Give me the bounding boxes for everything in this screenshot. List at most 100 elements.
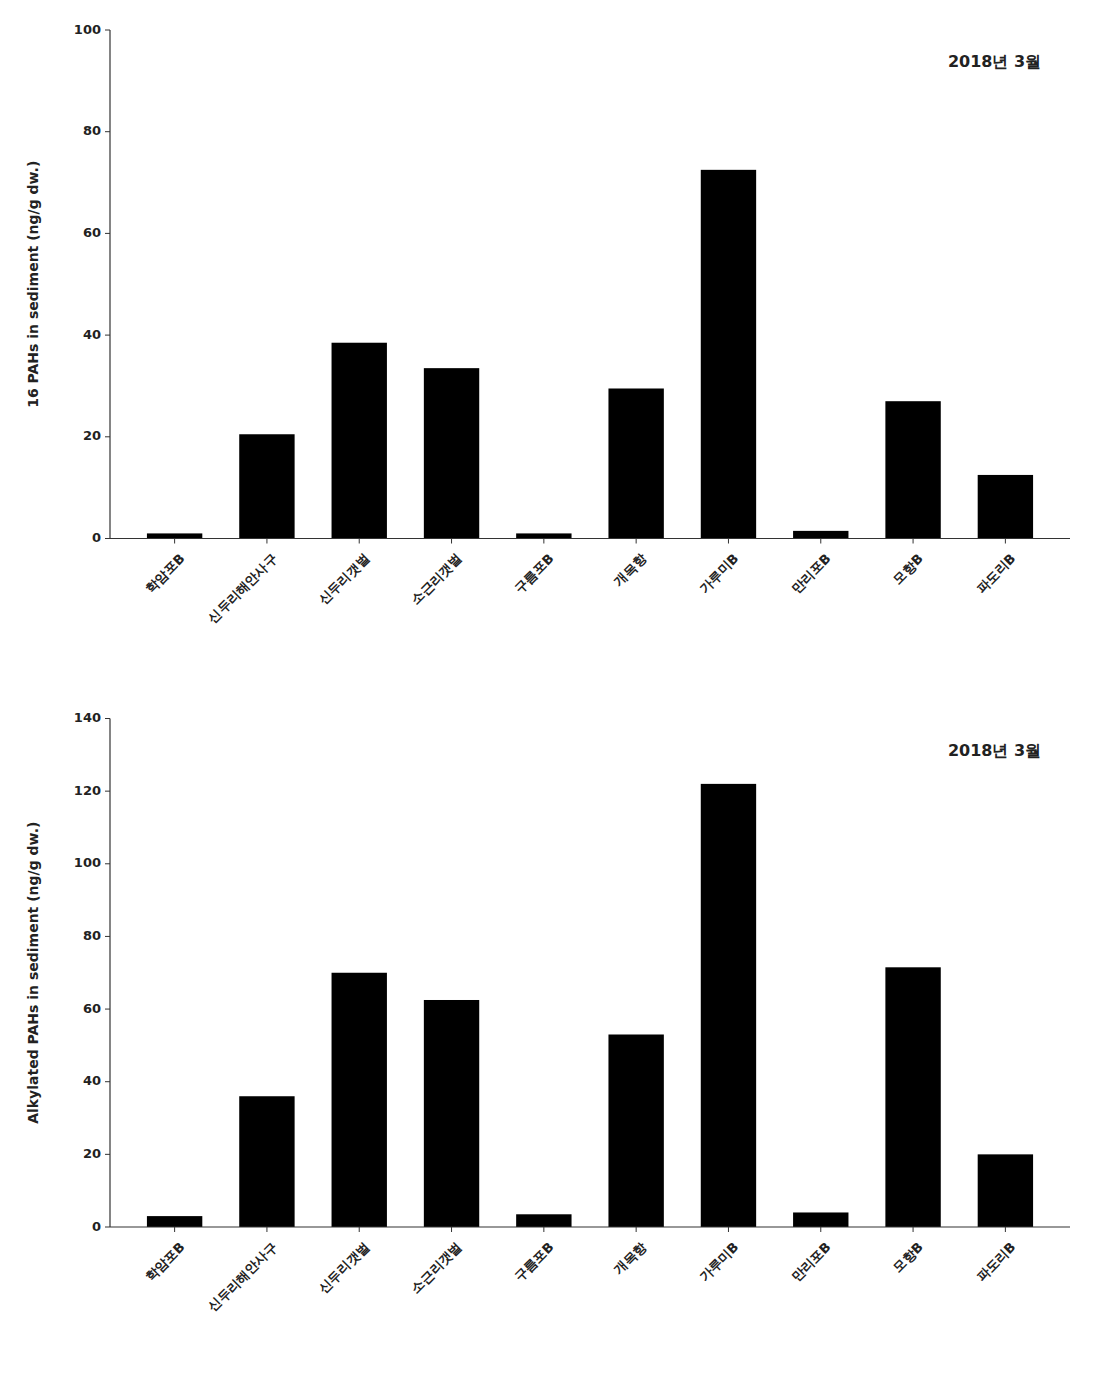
y-tick: [105, 1227, 110, 1228]
y-tick-label: 40: [83, 1073, 101, 1088]
y-tick-label: 80: [83, 123, 101, 138]
y-tick: [105, 1009, 110, 1010]
bar: [885, 401, 940, 538]
x-tick: [820, 539, 821, 544]
chart-title: 2018년 3월: [948, 52, 1041, 71]
y-tick: [105, 131, 110, 132]
bar: [793, 531, 848, 539]
x-tick: [266, 539, 267, 544]
y-tick-label: 20: [83, 1146, 101, 1161]
x-tick-label: 모항B: [890, 1239, 926, 1275]
x-tick-label: 만리포B: [788, 551, 833, 596]
chart-title: 2018년 3월: [948, 741, 1041, 760]
x-tick: [636, 1227, 637, 1232]
y-tick-label: 0: [92, 530, 101, 545]
bar: [147, 533, 202, 538]
y-tick-label: 100: [74, 855, 101, 870]
x-tick-label: 학암포B: [142, 1239, 187, 1284]
x-tick-label: 가루미B: [696, 1239, 741, 1284]
x-axis-line: [110, 538, 1070, 539]
y-tick-label: 60: [83, 225, 101, 240]
x-tick: [1005, 539, 1006, 544]
y-tick-label: 100: [74, 22, 101, 37]
x-tick-label: 소근리갯벌: [408, 551, 465, 608]
y-tick: [105, 30, 110, 31]
x-tick: [913, 539, 914, 544]
x-tick: [728, 539, 729, 544]
y-axis-line: [109, 719, 110, 1228]
x-tick-label: 신두리해안사구: [205, 1239, 280, 1314]
x-tick-label: 모항B: [890, 551, 926, 587]
x-tick-label: 만리포B: [788, 1239, 833, 1284]
x-tick-label: 소근리갯벌: [408, 1239, 465, 1296]
y-tick-label: 0: [92, 1219, 101, 1234]
bar: [424, 368, 479, 538]
x-tick: [1005, 1227, 1006, 1232]
bar: [701, 170, 756, 539]
x-tick-label: 가루미B: [696, 551, 741, 596]
x-tick: [913, 1227, 914, 1232]
bar: [516, 1214, 571, 1227]
y-tick-label: 140: [74, 710, 101, 725]
y-tick-label: 60: [83, 1001, 101, 1016]
bar-chart: 0 20 40 60 80 100 120 140 학암포B 신두리해안사구 신두리갯벌 소근리갯벌 구…: [25, 710, 1070, 1314]
x-tick-label: 개목항: [611, 551, 649, 589]
x-tick-label: 파도리B: [973, 1239, 1018, 1284]
x-tick-label: 신두리갯벌: [316, 1239, 373, 1296]
bar: [608, 388, 663, 538]
y-tick: [105, 436, 110, 437]
bar: [516, 533, 571, 538]
x-tick: [451, 1227, 452, 1232]
x-tick: [266, 1227, 267, 1232]
bar: [424, 1000, 479, 1227]
bar: [332, 973, 387, 1227]
x-tick-label: 개목항: [611, 1239, 649, 1277]
bars: [147, 170, 1033, 539]
y-tick: [105, 1154, 110, 1155]
x-tick: [174, 539, 175, 544]
bars: [147, 784, 1033, 1227]
bar: [608, 1034, 663, 1227]
y-tick: [105, 936, 110, 937]
y-tick-label: 40: [83, 327, 101, 342]
y-tick: [105, 863, 110, 864]
x-tick: [359, 1227, 360, 1232]
x-axis-line: [110, 1226, 1070, 1227]
bar: [885, 967, 940, 1227]
y-tick-label: 80: [83, 928, 101, 943]
y-tick: [105, 1081, 110, 1082]
x-tick-label: 구름포B: [512, 551, 557, 596]
bar: [793, 1212, 848, 1227]
x-tick: [820, 1227, 821, 1232]
x-tick: [174, 1227, 175, 1232]
x-tick-label: 신두리갯벌: [316, 551, 373, 608]
chart-root: 020406080100학암포B신두리해안사구신두리갯벌소근리갯벌구름포B개목항…: [0, 0, 1100, 1377]
bar: [701, 784, 756, 1227]
x-tick: [359, 539, 360, 544]
bar: [978, 475, 1033, 539]
x-tick: [451, 539, 452, 544]
x-tick: [636, 539, 637, 544]
bar: [239, 434, 294, 538]
y-tick-label: 20: [83, 428, 101, 443]
bar-chart: 0 20 40 60 80 100 학암포B 신두리해안사구 신두리갯벌 소근리갯벌 구름포B 개목항…: [25, 22, 1070, 626]
y-axis-label: 16 PAHs in sediment (ng/g dw.): [25, 161, 41, 408]
y-tick: [105, 233, 110, 234]
y-tick: [105, 791, 110, 792]
x-tick-label: 신두리해안사구: [205, 551, 280, 626]
y-axis-line: [109, 30, 110, 539]
x-tick: [728, 1227, 729, 1232]
y-axis-label: Alkylated PAHs in sediment (ng/g dw.): [25, 822, 41, 1124]
y-tick: [105, 335, 110, 336]
bar: [239, 1096, 294, 1227]
x-tick-label: 학암포B: [142, 551, 187, 596]
x-tick-label: 파도리B: [973, 551, 1018, 596]
x-tick: [543, 539, 544, 544]
bar: [978, 1154, 1033, 1227]
x-tick-label: 구름포B: [512, 1239, 557, 1284]
y-tick: [105, 718, 110, 719]
x-tick: [543, 1227, 544, 1232]
y-tick-label: 120: [74, 783, 101, 798]
y-tick: [105, 538, 110, 539]
bar: [147, 1216, 202, 1227]
